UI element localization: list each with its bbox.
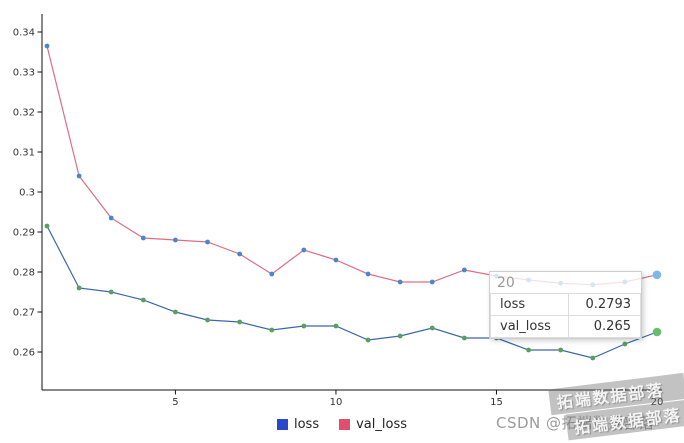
legend-swatch <box>276 418 288 430</box>
tooltip: 20 loss 0.2793 val_loss 0.265 <box>489 271 642 339</box>
x-tick-label: 20 <box>651 397 664 408</box>
val_loss-point[interactable] <box>76 285 82 291</box>
tooltip-series-label: loss <box>490 293 569 316</box>
loss-point[interactable] <box>652 270 662 280</box>
loss-point[interactable] <box>237 251 243 257</box>
csdn-watermark: CSDN @拓端数据部落 <box>496 414 655 432</box>
val_loss-point[interactable] <box>205 317 210 323</box>
legend-label: loss <box>293 416 320 432</box>
y-tick-label: 0.31 <box>13 148 35 159</box>
val_loss-point[interactable] <box>590 355 596 361</box>
val_loss-point[interactable] <box>140 297 146 303</box>
y-tick-label: 0.27 <box>13 308 35 319</box>
tooltip-row: loss 0.2793 <box>490 293 641 316</box>
loss-point[interactable] <box>333 257 339 263</box>
val_loss-point[interactable] <box>526 347 531 353</box>
loss-point[interactable] <box>205 239 210 245</box>
val_loss-point[interactable] <box>365 337 371 343</box>
val_loss-line <box>46 225 658 359</box>
y-tick-label: 0.29 <box>13 228 35 239</box>
loss-point[interactable] <box>140 235 146 241</box>
tooltip-table: loss 0.2793 val_loss 0.265 <box>490 293 641 338</box>
val_loss-point[interactable] <box>429 325 435 331</box>
loss-point[interactable] <box>461 267 467 273</box>
legend-item-val_loss[interactable]: val_loss <box>339 417 407 432</box>
loss-point[interactable] <box>429 279 435 285</box>
loss-point[interactable] <box>76 173 82 179</box>
loss-point[interactable] <box>173 237 178 243</box>
y-tick-label: 0.34 <box>13 28 35 39</box>
loss-line <box>46 45 658 286</box>
legend-label: val_loss <box>356 416 407 432</box>
tooltip-header: 20 <box>497 275 515 291</box>
y-tick-label: 0.33 <box>13 68 35 79</box>
val_loss-point[interactable] <box>622 341 628 347</box>
legend: loss val_loss <box>0 414 684 434</box>
loss-point[interactable] <box>44 43 50 49</box>
val_loss-point[interactable] <box>173 309 178 315</box>
val_loss-point[interactable] <box>397 333 403 339</box>
val_loss-point[interactable] <box>301 323 307 329</box>
y-tick-label: 0.26 <box>13 348 35 359</box>
tooltip-series-value: 0.2793 <box>568 293 641 316</box>
y-tick-label: 0.28 <box>13 268 35 279</box>
x-tick-label: 10 <box>330 397 343 408</box>
loss-point[interactable] <box>301 247 307 253</box>
tooltip-series-label: val_loss <box>490 315 569 338</box>
y-tick-label: 0.3 <box>19 188 35 199</box>
loss-point[interactable] <box>108 215 114 221</box>
val_loss-point[interactable] <box>108 289 114 295</box>
tooltip-series-value: 0.265 <box>568 315 641 338</box>
legend-item-loss[interactable]: loss <box>276 416 320 432</box>
y-tick-label: 0.32 <box>13 108 35 119</box>
val_loss-point[interactable] <box>652 327 662 337</box>
val_loss-point[interactable] <box>269 327 275 333</box>
x-tick-label: 5 <box>172 397 178 408</box>
legend-swatch <box>339 418 351 430</box>
loss-point[interactable] <box>269 271 275 277</box>
val_loss-point[interactable] <box>461 335 467 341</box>
x-tick-label: 15 <box>490 397 503 408</box>
val_loss-point[interactable] <box>333 323 339 329</box>
val_loss-point[interactable] <box>237 319 243 325</box>
val_loss-point[interactable] <box>558 347 564 353</box>
val_loss-point[interactable] <box>44 223 50 229</box>
loss-point[interactable] <box>397 279 403 285</box>
loss-point[interactable] <box>365 271 371 277</box>
tooltip-row: val_loss 0.265 <box>490 315 641 338</box>
